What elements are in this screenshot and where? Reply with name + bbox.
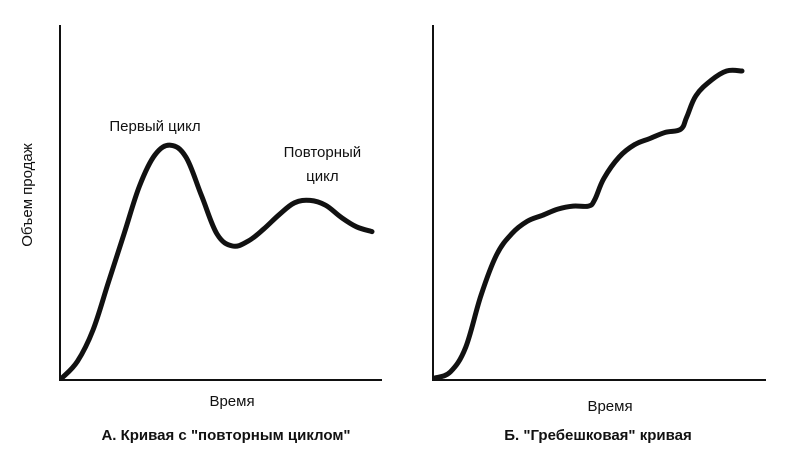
chart-a: Первый цикл Повторный цикл Объем продаж … [19,25,382,444]
chart-a-x-label: Время [209,393,254,410]
chart-a-annotation-cycle: цикл [306,168,338,185]
chart-b-title: Б. "Гребешковая" кривая [504,427,691,444]
chart-b: Время Б. "Гребешковая" кривая [432,25,766,444]
chart-a-series-line [59,142,375,381]
chart-a-title: А. Кривая с "повторным циклом" [101,427,350,444]
chart-a-annotation-repeat: Повторный [284,144,362,161]
chart-a-annotation-first-cycle: Первый цикл [109,118,200,135]
chart-b-x-label: Время [587,398,632,415]
chart-b-series-line [432,67,745,381]
chart-a-y-label: Объем продаж [19,143,36,247]
